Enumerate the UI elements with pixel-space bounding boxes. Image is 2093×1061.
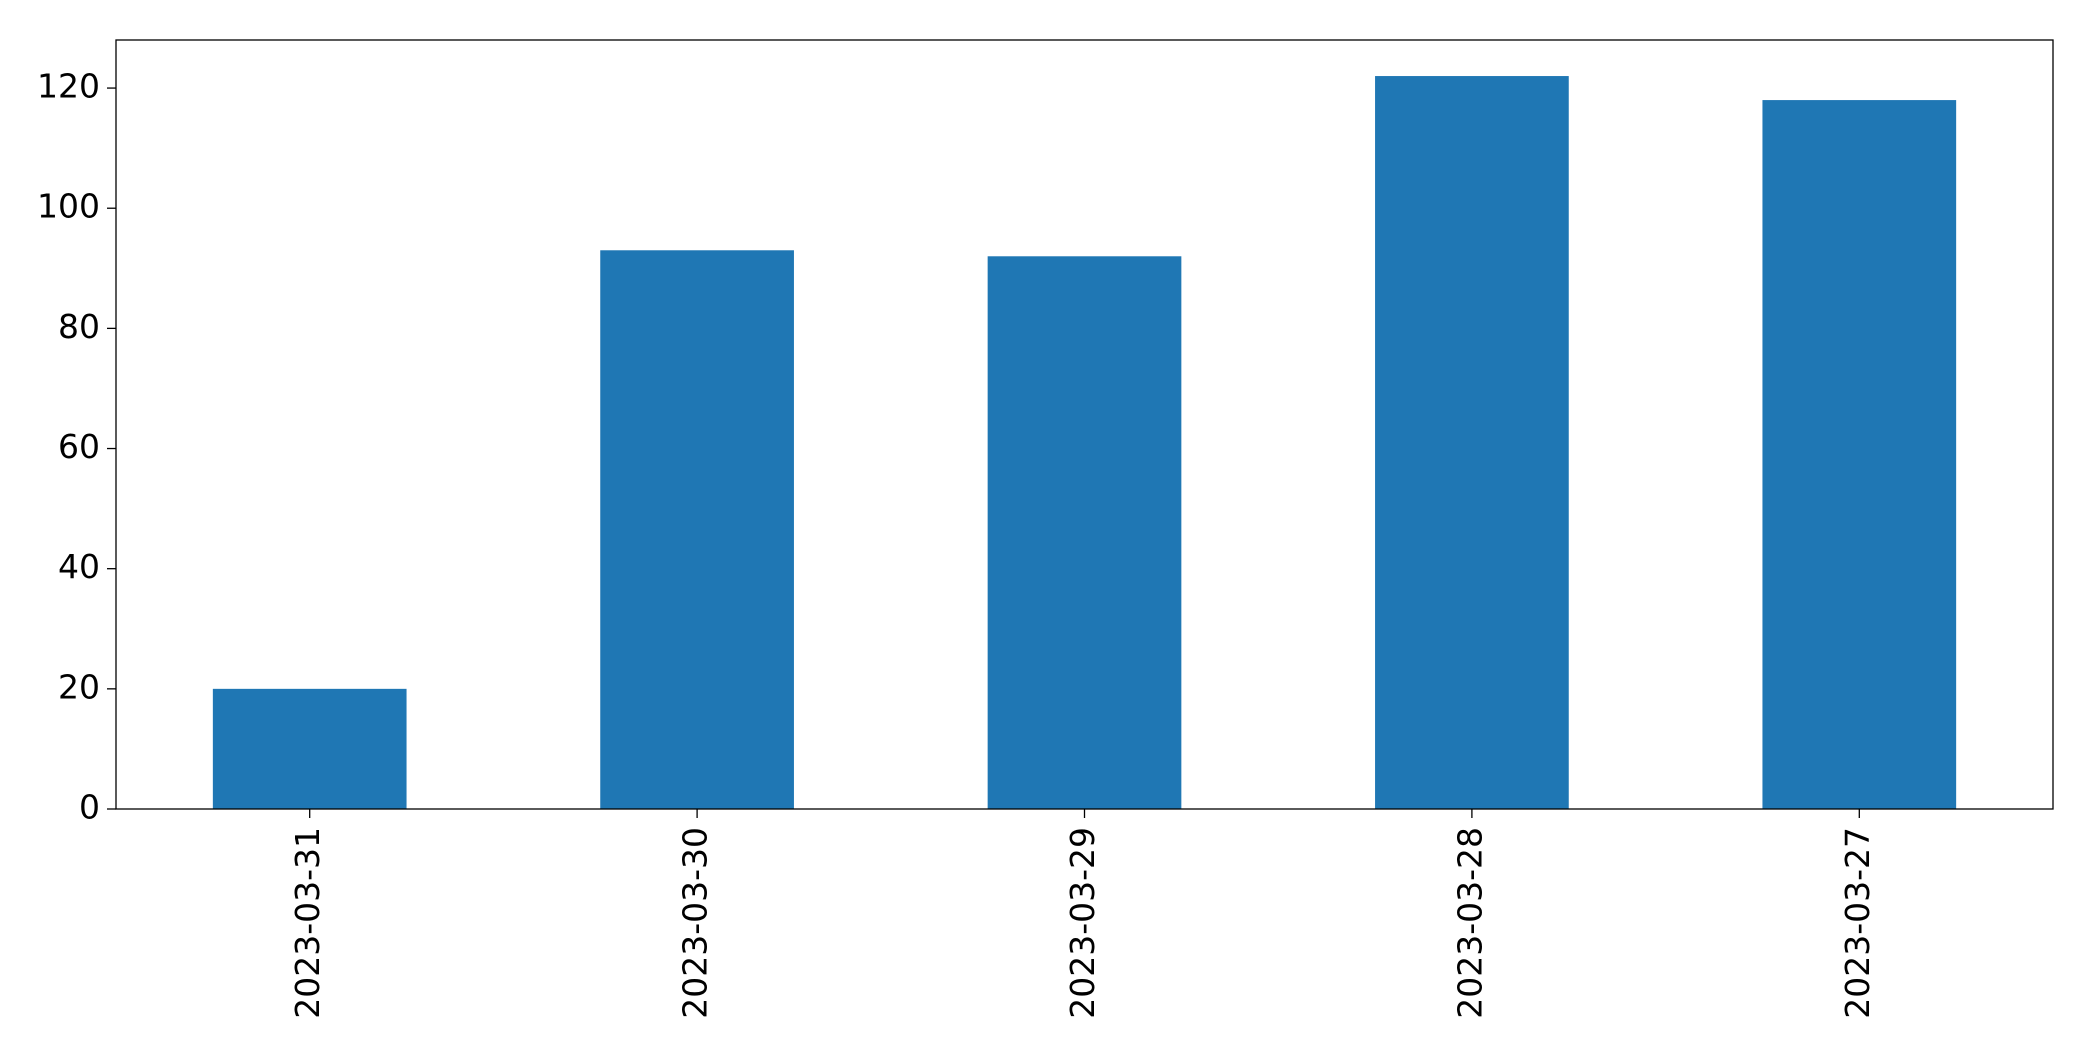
x-tick-label: 2023-03-31 <box>288 827 327 1019</box>
bar <box>212 688 407 809</box>
x-tick-label: 2023-03-30 <box>676 827 715 1019</box>
y-tick-label: 0 <box>79 788 100 827</box>
y-tick-label: 80 <box>58 307 100 346</box>
y-tick-label: 120 <box>37 67 100 106</box>
bar <box>1375 76 1569 809</box>
y-tick-label: 20 <box>58 667 100 706</box>
x-tick-label: 2023-03-27 <box>1838 827 1877 1019</box>
x-tick-label: 2023-03-28 <box>1450 827 1489 1019</box>
x-tick-label: 2023-03-29 <box>1063 827 1102 1019</box>
y-tick-label: 40 <box>58 547 100 586</box>
y-tick-label: 60 <box>58 427 100 466</box>
plot-frame <box>115 39 2054 810</box>
y-tick-label: 100 <box>37 187 100 226</box>
bar <box>600 250 794 809</box>
bar <box>1762 100 1957 809</box>
bar <box>987 256 1182 809</box>
